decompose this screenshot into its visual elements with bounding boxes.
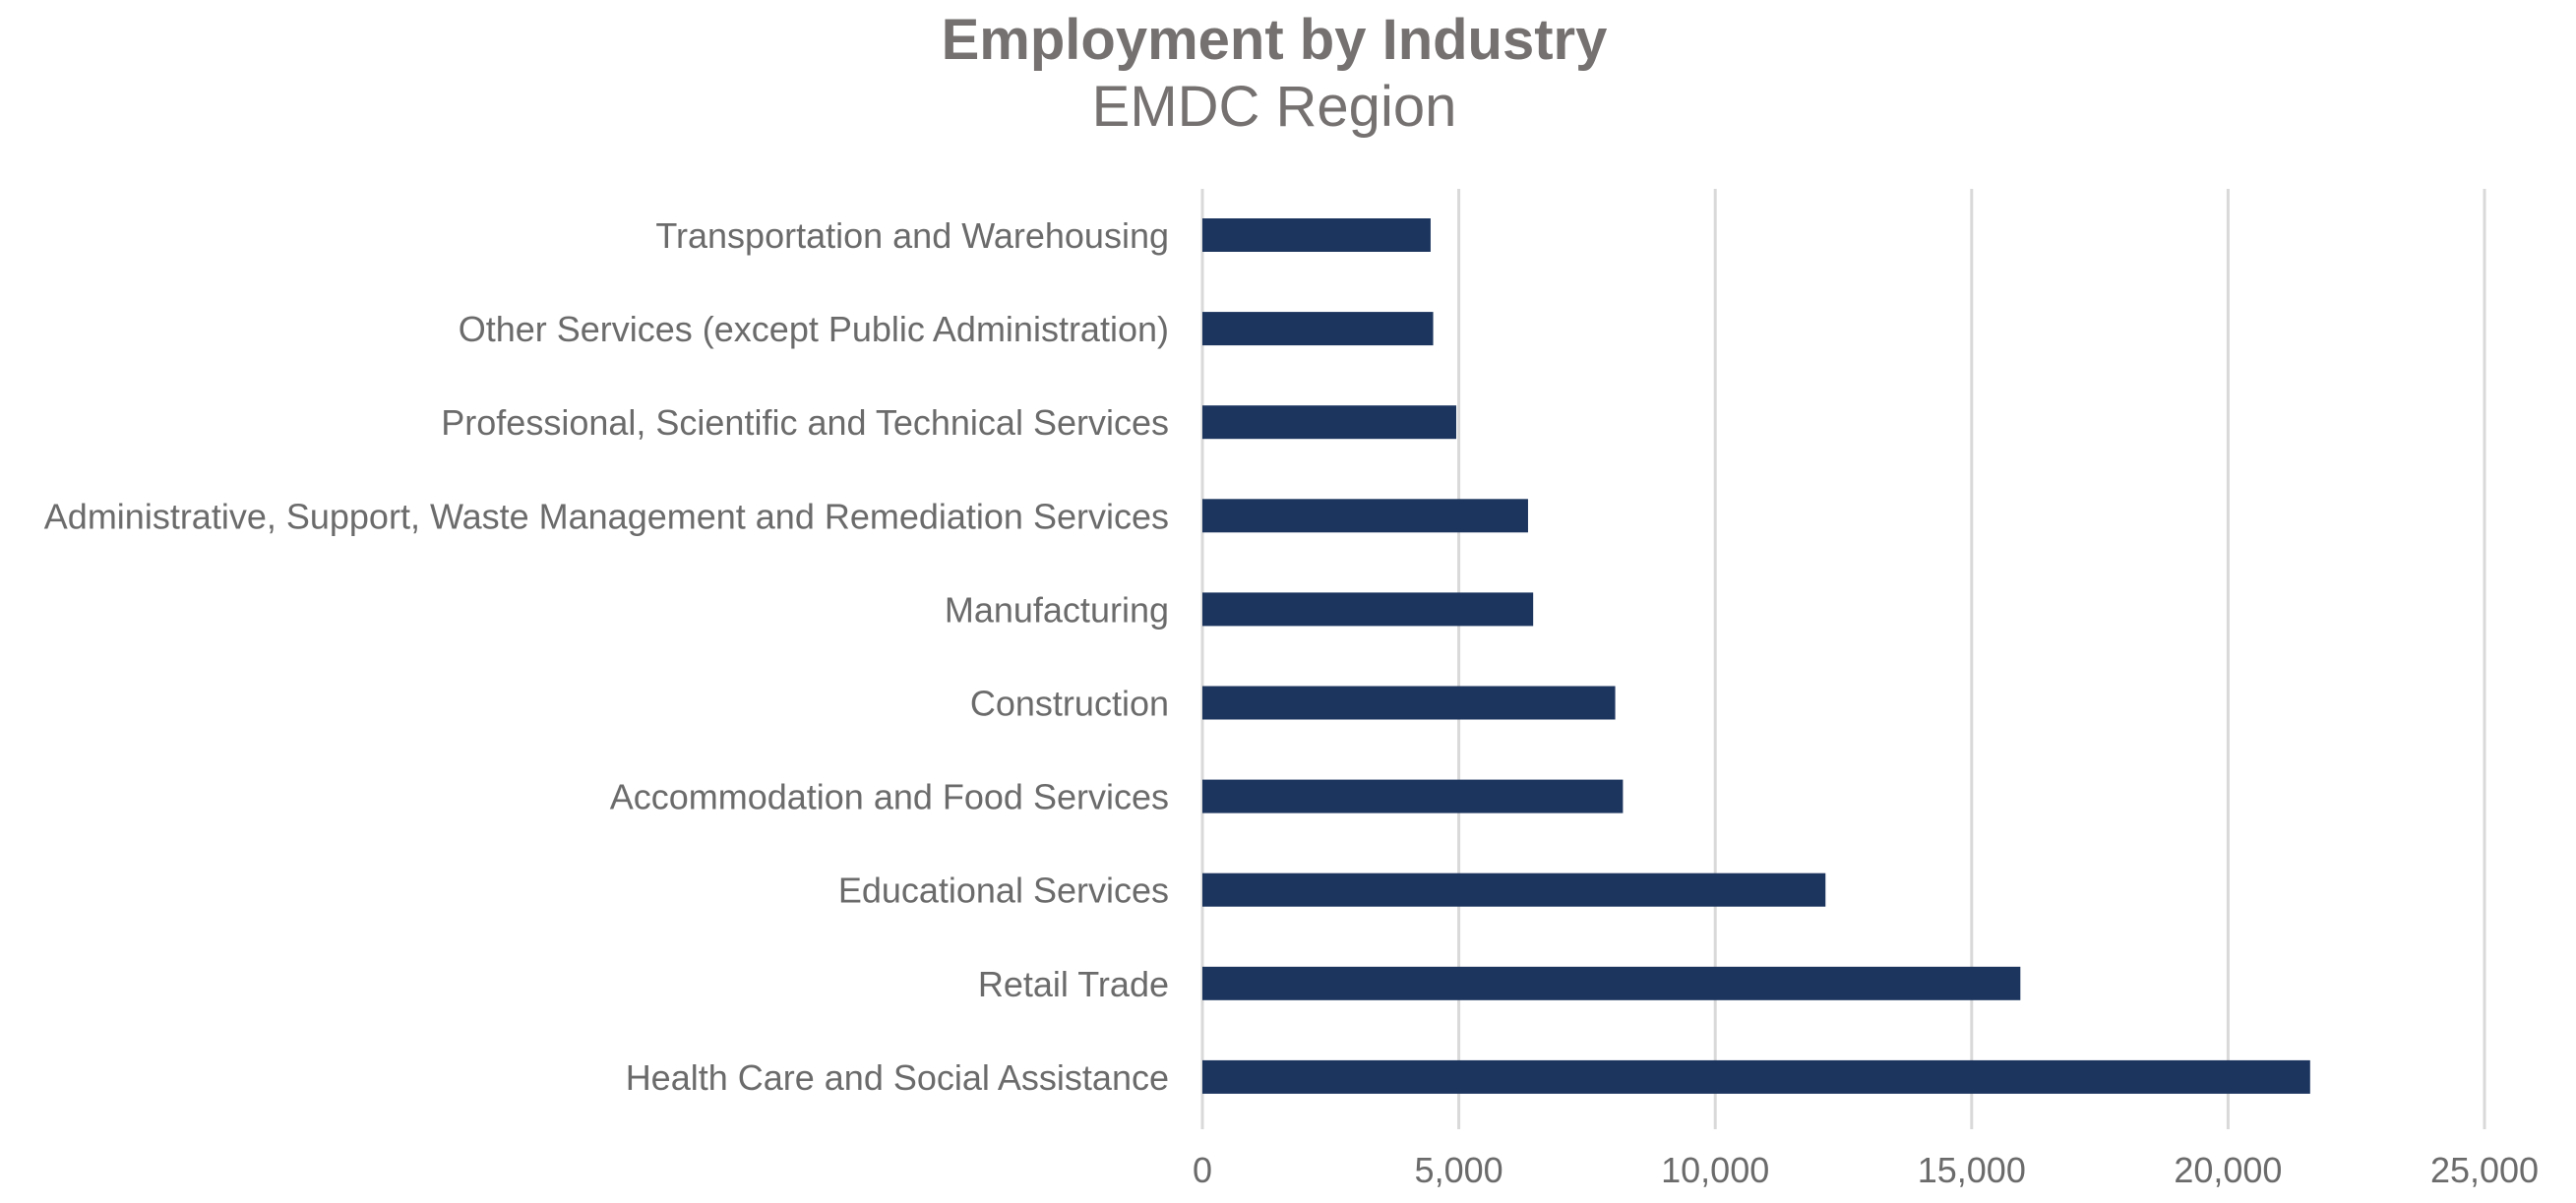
bar-9 (1202, 966, 2021, 1000)
bar-4 (1202, 499, 1528, 533)
chart-subtitle: EMDC Region (1092, 75, 1457, 139)
chart-title: Employment by Industry (942, 8, 1608, 72)
bar-1 (1202, 218, 1431, 252)
x-tick-label-5000: 5,000 (1415, 1150, 1503, 1190)
category-label-6: Construction (970, 684, 1169, 724)
bar-5 (1202, 592, 1534, 627)
category-label-9: Retail Trade (978, 964, 1169, 1004)
x-tick-label-25000: 25,000 (2430, 1150, 2539, 1190)
category-label-8: Educational Services (838, 871, 1169, 911)
bar-8 (1202, 872, 1826, 907)
x-tick-label-20000: 20,000 (2174, 1150, 2282, 1190)
bar-6 (1202, 686, 1616, 720)
bar-7 (1202, 779, 1624, 813)
category-label-3: Professional, Scientific and Technical S… (441, 402, 1169, 443)
x-tick-label-0: 0 (1193, 1150, 1212, 1190)
category-label-10: Health Care and Social Assistance (626, 1057, 1169, 1098)
bar-3 (1202, 405, 1456, 440)
x-tick-label-10000: 10,000 (1661, 1150, 1769, 1190)
category-label-2: Other Services (except Public Administra… (459, 309, 1169, 349)
category-labels: Transportation and Warehousing Other Serv… (44, 215, 1169, 1098)
x-tick-label-15000: 15,000 (1918, 1150, 2026, 1190)
category-label-7: Accommodation and Food Services (610, 777, 1169, 817)
category-label-4: Administrative, Support, Waste Managemen… (44, 496, 1169, 536)
category-label-1: Transportation and Warehousing (655, 215, 1169, 256)
bar-2 (1202, 312, 1434, 346)
category-label-5: Manufacturing (945, 589, 1169, 630)
bars (1202, 218, 2310, 1094)
x-axis-tick-labels: 0 5,000 10,000 15,000 20,000 25,000 (1193, 1150, 2539, 1190)
bar-10 (1202, 1059, 2310, 1094)
